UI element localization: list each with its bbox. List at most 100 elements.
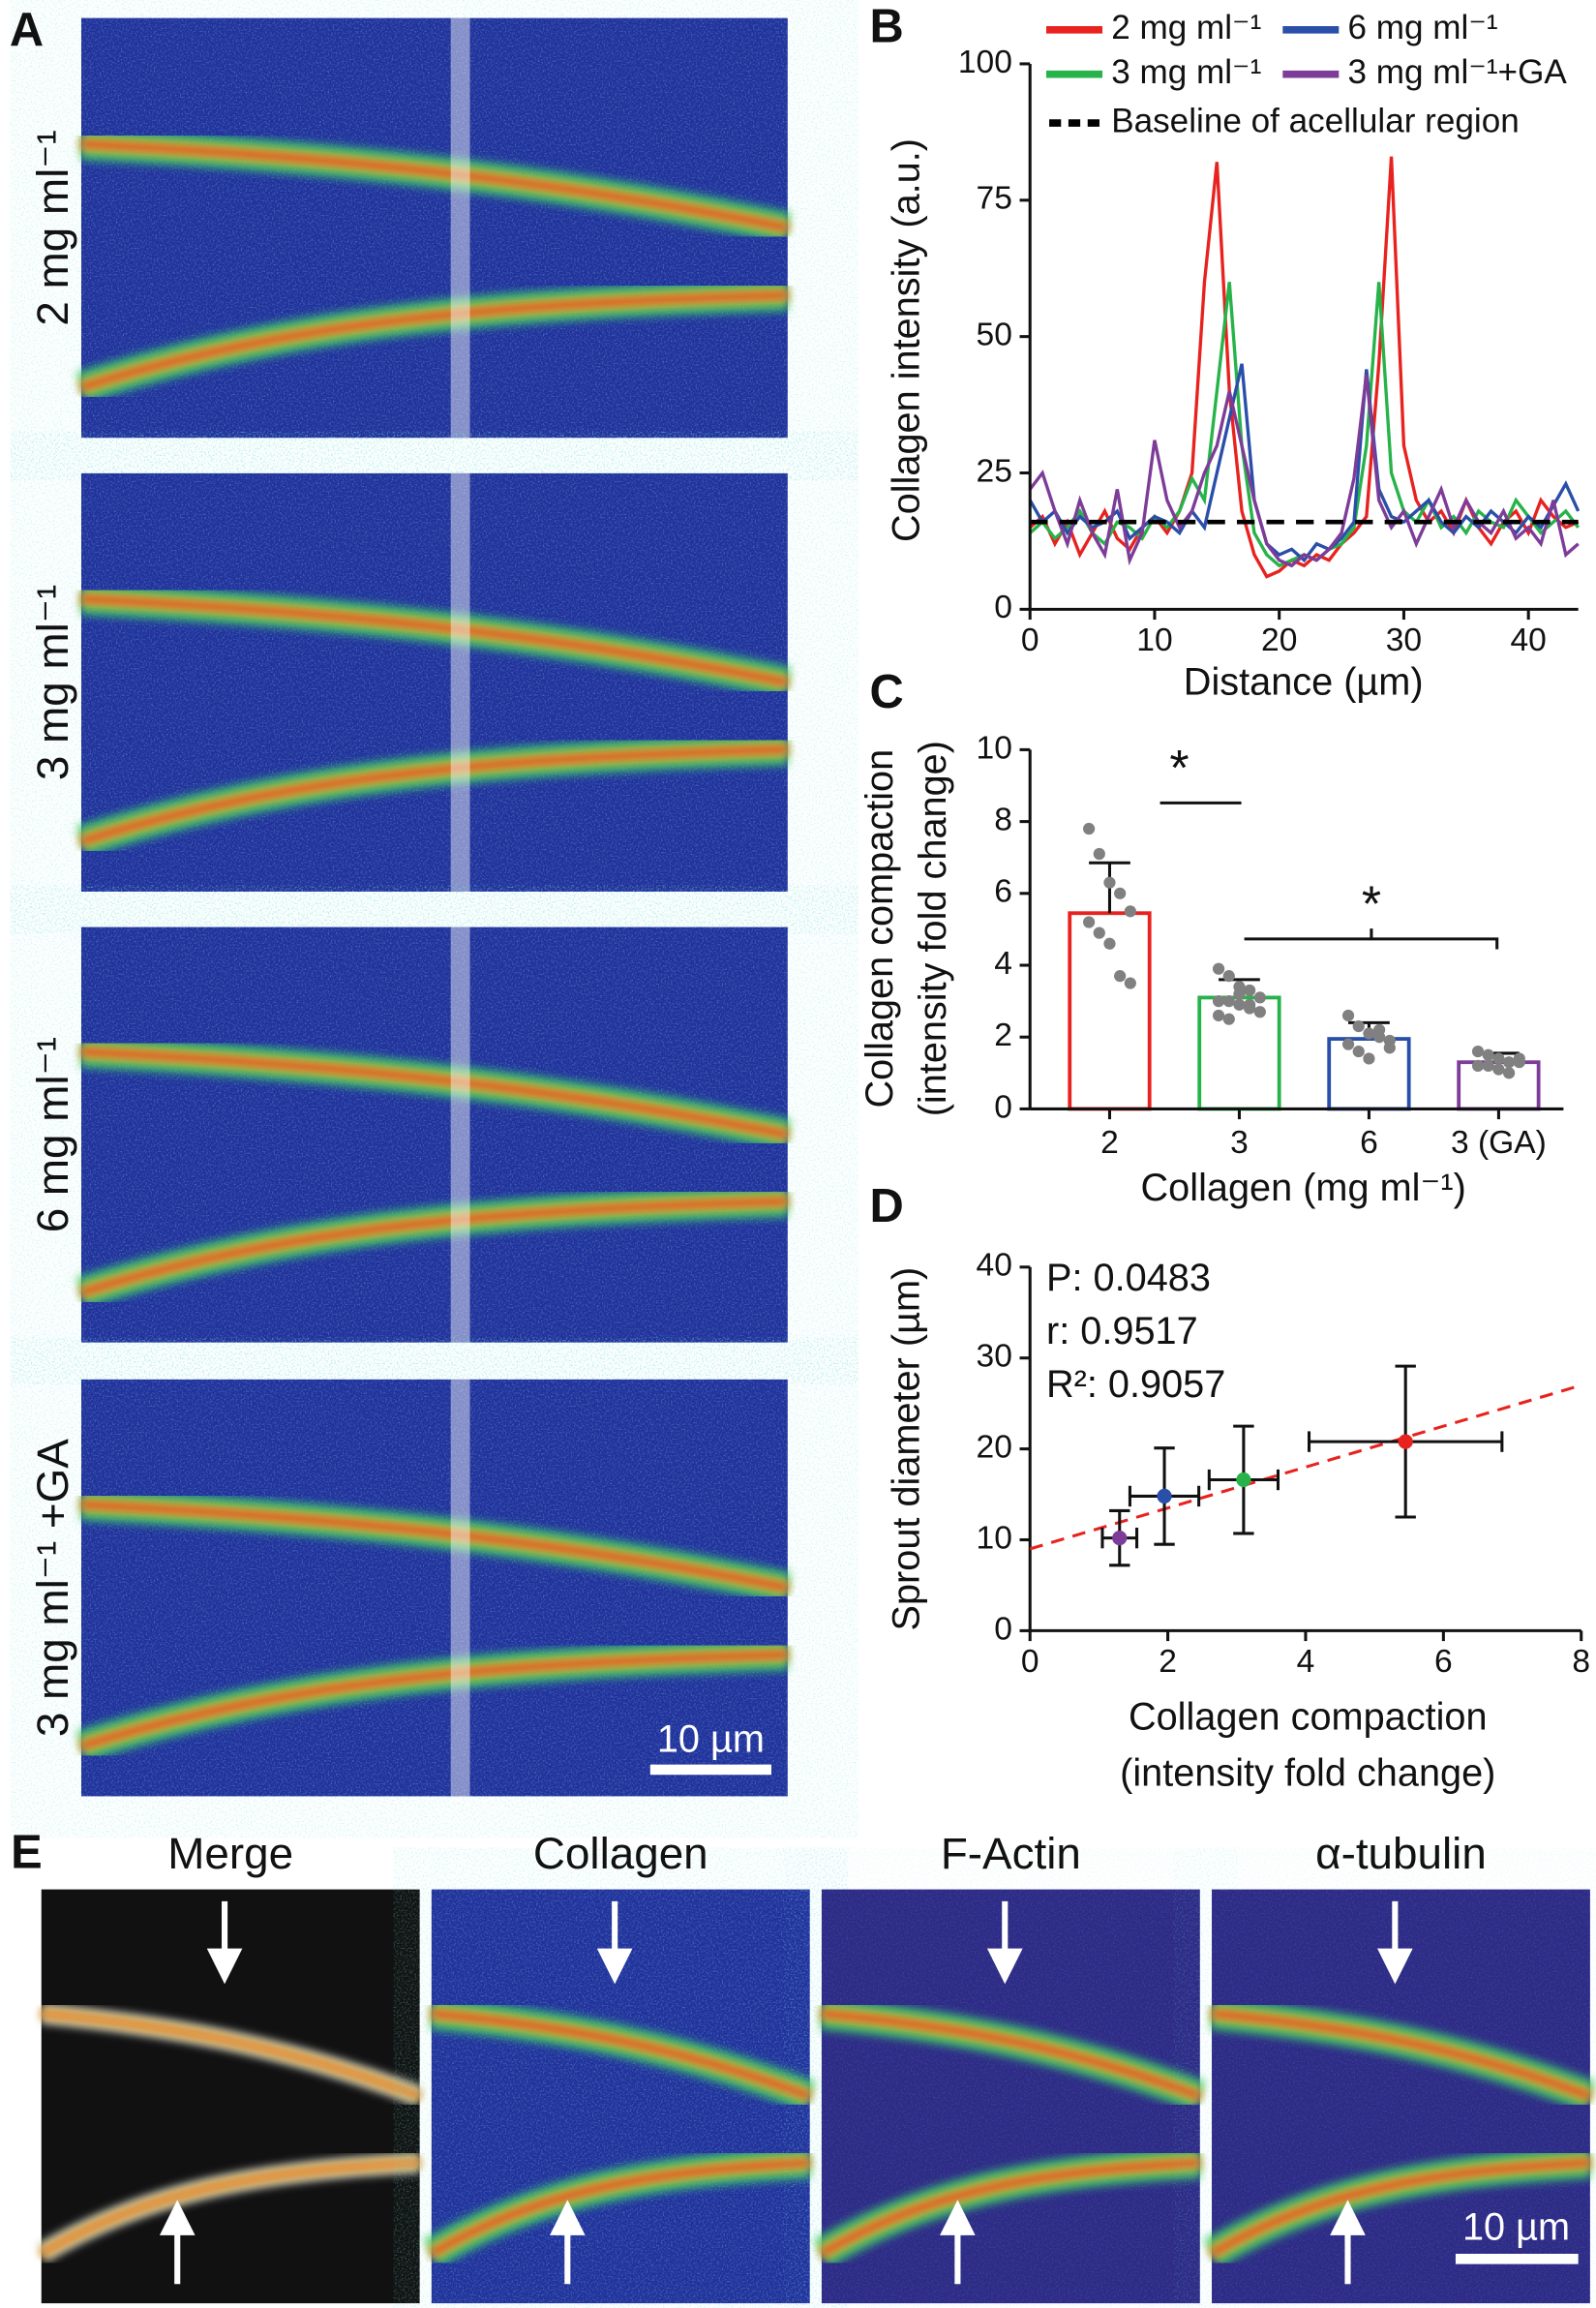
data-point bbox=[1212, 962, 1225, 975]
panel-title: Merge bbox=[167, 1829, 293, 1878]
x-tick-label: 2 bbox=[1159, 1644, 1177, 1680]
y-axis-label: Collagen intensity (a.u.) bbox=[885, 138, 927, 542]
data-point bbox=[1244, 984, 1256, 997]
data-point bbox=[1363, 1027, 1375, 1040]
bar bbox=[1327, 1037, 1411, 1111]
y-tick-label: 40 bbox=[977, 1248, 1012, 1284]
legend-label: Baseline of acellular region bbox=[1111, 102, 1520, 139]
data-point bbox=[1233, 987, 1246, 1000]
data-point bbox=[1352, 1045, 1365, 1058]
data-point bbox=[1383, 1042, 1396, 1054]
micrograph bbox=[75, 472, 792, 892]
panel-letter: B bbox=[869, 1, 903, 53]
y-tick-label: 10 bbox=[977, 730, 1012, 766]
fiber-band bbox=[1210, 2158, 1591, 2258]
y-tick-label: 25 bbox=[977, 453, 1012, 489]
panel-letter: E bbox=[11, 1826, 43, 1878]
fiber-band bbox=[80, 1501, 789, 1592]
stat-annotation: P: 0.0483 bbox=[1046, 1257, 1211, 1299]
image-noise bbox=[80, 17, 788, 439]
y-tick-label: 30 bbox=[977, 1339, 1012, 1375]
fit-line bbox=[1029, 1383, 1582, 1551]
data-point bbox=[1492, 1063, 1505, 1076]
fiber-band bbox=[820, 2158, 1201, 2258]
significance-bracket bbox=[1244, 928, 1499, 950]
data-point bbox=[1253, 1006, 1266, 1018]
y-axis-label: Sprout diameter (µm) bbox=[885, 1267, 927, 1631]
x-tick-label: 0 bbox=[1021, 1644, 1039, 1680]
x-tick-label: 3 bbox=[1230, 1125, 1249, 1161]
y-tick-label: 4 bbox=[994, 946, 1012, 982]
fiber-band bbox=[79, 745, 788, 845]
x-tick-label: 6 bbox=[1434, 1644, 1453, 1680]
micrograph bbox=[1203, 1889, 1596, 2304]
data-point bbox=[1244, 998, 1256, 1011]
y-axis-label: (intensity fold change) bbox=[912, 741, 954, 1116]
x-tick-label: 8 bbox=[1572, 1644, 1590, 1680]
y-tick-label: 75 bbox=[977, 181, 1012, 217]
line-profile-strip bbox=[450, 472, 470, 892]
panel-letter: A bbox=[10, 4, 44, 56]
data-point bbox=[1482, 1059, 1494, 1073]
data-point bbox=[1212, 1009, 1225, 1022]
fiber-band bbox=[41, 2011, 421, 2099]
data-point bbox=[1236, 1472, 1251, 1488]
data-point bbox=[1157, 1488, 1172, 1504]
x-tick-label: 10 bbox=[1136, 623, 1172, 658]
micrograph bbox=[423, 1889, 816, 2304]
y-tick-label: 0 bbox=[994, 1089, 1012, 1125]
data-point bbox=[1082, 916, 1096, 928]
panel-title: Collagen bbox=[533, 1829, 708, 1878]
y-tick-label: 100 bbox=[958, 45, 1012, 80]
x-tick-label: 6 bbox=[1360, 1125, 1378, 1161]
y-tick-label: 2 bbox=[994, 1017, 1012, 1053]
significance-label: * bbox=[1169, 741, 1189, 797]
legend-label: 2 mg ml⁻¹ bbox=[1111, 9, 1261, 46]
fiber-band bbox=[79, 290, 788, 391]
data-point bbox=[1363, 1052, 1375, 1065]
x-axis-label: Collagen compaction bbox=[1129, 1696, 1488, 1739]
row-label: 3 mg ml⁻¹ bbox=[28, 585, 77, 780]
data-line bbox=[1029, 156, 1580, 579]
data-point bbox=[1114, 970, 1127, 983]
image-background bbox=[41, 1889, 420, 2304]
micrograph bbox=[75, 926, 792, 1343]
data-point bbox=[1093, 926, 1105, 939]
x-tick-label: 30 bbox=[1386, 623, 1422, 658]
data-point bbox=[1103, 876, 1116, 889]
micrograph bbox=[36, 1889, 424, 2304]
scale-bar-label: 10 µm bbox=[657, 1717, 765, 1760]
data-point bbox=[1124, 977, 1136, 989]
legend-label: 3 mg ml⁻¹+GA bbox=[1347, 53, 1567, 91]
stat-annotation: R²: 0.9057 bbox=[1046, 1363, 1225, 1406]
fiber-band bbox=[80, 139, 789, 232]
data-point bbox=[1471, 1059, 1485, 1073]
data-point bbox=[1093, 847, 1105, 861]
panel-title: α-tubulin bbox=[1315, 1829, 1487, 1878]
data-point bbox=[1112, 1530, 1128, 1546]
line-profile-strip bbox=[450, 17, 470, 439]
data-point bbox=[1222, 970, 1235, 983]
data-point bbox=[1373, 1023, 1386, 1036]
row-label: 3 mg ml⁻¹ +GA bbox=[28, 1439, 77, 1737]
data-point bbox=[1222, 1013, 1235, 1025]
data-point bbox=[1341, 1009, 1355, 1022]
data-point bbox=[1502, 1056, 1516, 1069]
bar bbox=[1197, 995, 1281, 1111]
fiber-band bbox=[1211, 2010, 1592, 2100]
x-tick-label: 3 (GA) bbox=[1451, 1125, 1547, 1161]
panel-title: F-Actin bbox=[941, 1829, 1081, 1878]
x-tick-label: 4 bbox=[1297, 1644, 1315, 1680]
micrograph bbox=[75, 17, 792, 439]
x-tick-label: 0 bbox=[1021, 623, 1039, 658]
data-point bbox=[1233, 998, 1246, 1011]
x-axis-label: Collagen (mg ml⁻¹) bbox=[1141, 1167, 1466, 1209]
panel-letter: D bbox=[869, 1180, 903, 1232]
fiber-band bbox=[79, 1651, 788, 1750]
data-point bbox=[1502, 1067, 1516, 1079]
data-point bbox=[1352, 1019, 1365, 1033]
x-axis-label: Distance (µm) bbox=[1184, 661, 1424, 704]
micrograph bbox=[75, 1379, 792, 1797]
y-tick-label: 8 bbox=[994, 802, 1012, 837]
line-profile-strip bbox=[450, 926, 470, 1343]
